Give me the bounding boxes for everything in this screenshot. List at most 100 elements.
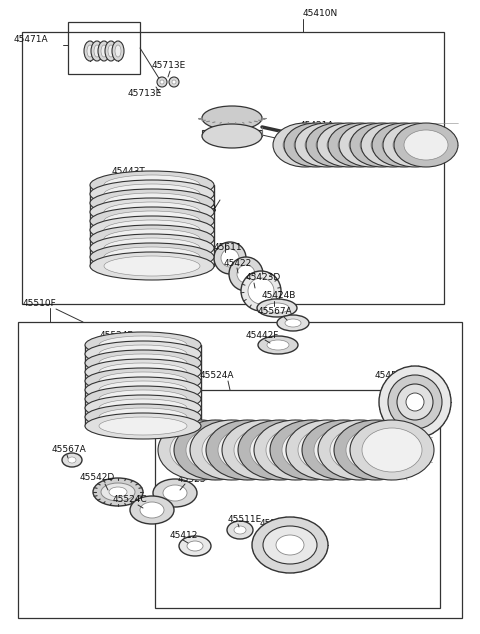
Ellipse shape bbox=[93, 478, 143, 506]
Ellipse shape bbox=[87, 45, 93, 57]
Ellipse shape bbox=[90, 207, 214, 235]
Ellipse shape bbox=[160, 80, 164, 84]
Text: 45423D: 45423D bbox=[246, 273, 281, 283]
Ellipse shape bbox=[187, 541, 203, 551]
Ellipse shape bbox=[169, 77, 179, 87]
Ellipse shape bbox=[104, 211, 200, 231]
Ellipse shape bbox=[382, 130, 426, 160]
Text: 45524A: 45524A bbox=[200, 370, 235, 380]
Ellipse shape bbox=[68, 457, 76, 463]
Ellipse shape bbox=[214, 242, 246, 274]
Text: 45442F: 45442F bbox=[246, 330, 279, 339]
Ellipse shape bbox=[104, 238, 200, 258]
Ellipse shape bbox=[295, 123, 359, 167]
Ellipse shape bbox=[85, 377, 201, 403]
Ellipse shape bbox=[112, 41, 124, 61]
Ellipse shape bbox=[99, 399, 187, 417]
Ellipse shape bbox=[383, 123, 447, 167]
Text: 45443T: 45443T bbox=[112, 167, 146, 176]
Ellipse shape bbox=[305, 130, 349, 160]
Text: 45443T: 45443T bbox=[128, 188, 162, 197]
Ellipse shape bbox=[234, 526, 246, 534]
Ellipse shape bbox=[263, 526, 317, 564]
Ellipse shape bbox=[190, 420, 274, 480]
Ellipse shape bbox=[360, 130, 404, 160]
Ellipse shape bbox=[90, 189, 214, 217]
Text: 45524B: 45524B bbox=[108, 340, 143, 349]
Ellipse shape bbox=[99, 354, 187, 372]
Text: 45424B: 45424B bbox=[262, 292, 296, 301]
Text: 45471A: 45471A bbox=[14, 36, 48, 44]
Ellipse shape bbox=[101, 45, 107, 57]
Ellipse shape bbox=[302, 420, 386, 480]
Ellipse shape bbox=[99, 363, 187, 381]
Ellipse shape bbox=[85, 359, 201, 385]
Ellipse shape bbox=[109, 487, 127, 497]
Ellipse shape bbox=[90, 252, 214, 280]
Ellipse shape bbox=[99, 336, 187, 354]
Ellipse shape bbox=[62, 453, 82, 467]
Ellipse shape bbox=[104, 184, 200, 204]
Ellipse shape bbox=[85, 413, 201, 439]
Text: 45524B: 45524B bbox=[88, 384, 122, 392]
Ellipse shape bbox=[170, 428, 230, 472]
Ellipse shape bbox=[130, 496, 174, 524]
Ellipse shape bbox=[273, 123, 337, 167]
Ellipse shape bbox=[314, 428, 374, 472]
Ellipse shape bbox=[334, 420, 418, 480]
Ellipse shape bbox=[99, 417, 187, 435]
Ellipse shape bbox=[172, 80, 176, 84]
Ellipse shape bbox=[85, 368, 201, 394]
Ellipse shape bbox=[202, 124, 262, 148]
Ellipse shape bbox=[349, 130, 393, 160]
Text: 45567A: 45567A bbox=[52, 446, 87, 455]
Ellipse shape bbox=[404, 130, 448, 160]
Bar bbox=[155, 390, 440, 608]
Ellipse shape bbox=[338, 130, 382, 160]
Text: 45514A: 45514A bbox=[260, 519, 295, 529]
Ellipse shape bbox=[229, 257, 263, 291]
Ellipse shape bbox=[140, 502, 164, 518]
Ellipse shape bbox=[85, 404, 201, 430]
Ellipse shape bbox=[84, 41, 96, 61]
Ellipse shape bbox=[285, 319, 301, 327]
Ellipse shape bbox=[252, 517, 328, 573]
Ellipse shape bbox=[90, 171, 214, 199]
Ellipse shape bbox=[316, 130, 360, 160]
Ellipse shape bbox=[99, 408, 187, 426]
Ellipse shape bbox=[254, 420, 338, 480]
Ellipse shape bbox=[90, 198, 214, 226]
Text: 45524B: 45524B bbox=[112, 413, 146, 422]
Ellipse shape bbox=[250, 428, 310, 472]
Ellipse shape bbox=[276, 535, 304, 555]
Ellipse shape bbox=[115, 45, 121, 57]
Ellipse shape bbox=[379, 366, 451, 438]
Text: 45443T: 45443T bbox=[103, 240, 137, 250]
Ellipse shape bbox=[158, 420, 242, 480]
Ellipse shape bbox=[99, 381, 187, 399]
Ellipse shape bbox=[267, 340, 289, 350]
Ellipse shape bbox=[406, 393, 424, 411]
Text: 45542D: 45542D bbox=[80, 474, 115, 482]
Text: 45410N: 45410N bbox=[303, 8, 338, 18]
Text: 45713E: 45713E bbox=[152, 60, 186, 70]
Ellipse shape bbox=[328, 123, 392, 167]
Ellipse shape bbox=[317, 123, 381, 167]
Ellipse shape bbox=[104, 193, 200, 213]
Ellipse shape bbox=[284, 123, 348, 167]
Ellipse shape bbox=[206, 420, 290, 480]
Ellipse shape bbox=[186, 428, 246, 472]
Ellipse shape bbox=[105, 41, 117, 61]
Text: 45523: 45523 bbox=[178, 474, 206, 484]
Text: 45510F: 45510F bbox=[23, 299, 57, 307]
Ellipse shape bbox=[218, 428, 278, 472]
Ellipse shape bbox=[393, 130, 437, 160]
Ellipse shape bbox=[153, 479, 197, 507]
Text: 45524B: 45524B bbox=[116, 351, 151, 359]
Text: 45524B: 45524B bbox=[104, 403, 139, 413]
Ellipse shape bbox=[265, 303, 289, 313]
Ellipse shape bbox=[222, 420, 306, 480]
Ellipse shape bbox=[157, 77, 167, 87]
Text: 45524B: 45524B bbox=[96, 394, 131, 403]
Ellipse shape bbox=[362, 428, 422, 472]
